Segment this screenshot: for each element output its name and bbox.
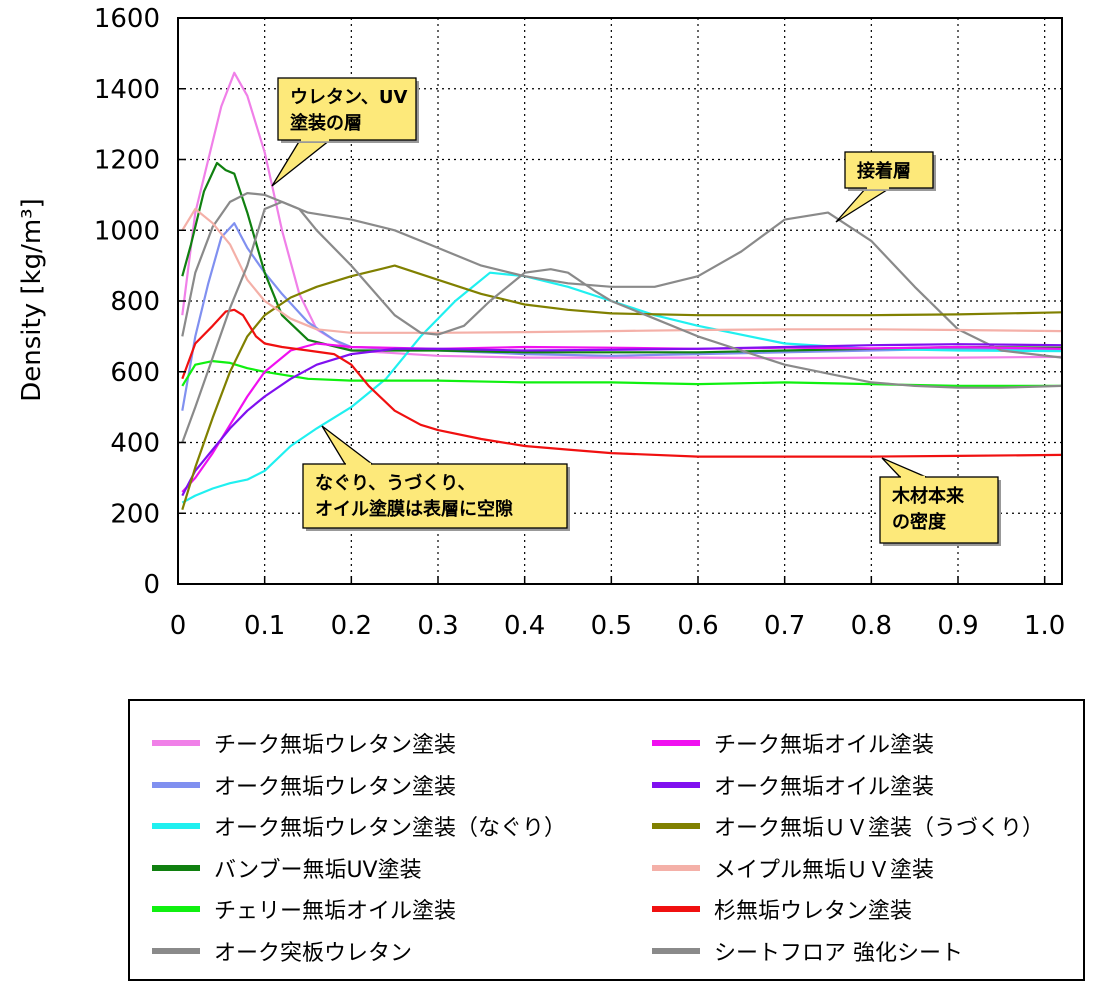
legend-swatch	[152, 906, 200, 912]
legend-label: チェリー無垢オイル塗装	[214, 899, 457, 924]
y-tick-label: 800	[110, 287, 160, 317]
legend-item: チーク無垢ウレタン塗装	[152, 725, 456, 761]
series-layer	[181, 71, 1063, 511]
series-line-4	[181, 161, 1063, 354]
callout-box	[302, 463, 568, 529]
callout-text: 接着層	[857, 160, 911, 182]
x-tick-label: 0.7	[764, 611, 805, 641]
x-tick-label: 1.0	[1024, 611, 1065, 641]
callout-text: ウレタン、UV	[290, 87, 408, 108]
series-line-12	[181, 200, 1063, 443]
legend-label: バンブー無垢UV塗装	[214, 857, 422, 883]
legend-label: オーク無垢オイル塗装	[714, 774, 935, 800]
series-line-11	[181, 308, 1063, 458]
y-tick-label: 1400	[94, 75, 160, 105]
density-chart: 0 0.1 0.2 0.3 0.4 0.5 0.6 0.7 0.8 0.9 1.0 0 200 400 60…	[17, 4, 1066, 641]
series-line-2	[181, 222, 1063, 411]
x-tick-label: 0.3	[417, 611, 458, 641]
x-tick-label: 0.5	[591, 611, 632, 641]
legend-label: オーク無垢ウレタン塗装	[214, 774, 457, 800]
annotation-callout-2: 接着層	[835, 151, 936, 223]
legend-swatch	[652, 740, 700, 746]
callout-pointer	[271, 139, 332, 187]
y-tick-label: 1200	[94, 146, 160, 176]
series-line-5	[181, 360, 1062, 387]
legend-label: シートフロア 強化シート	[714, 940, 963, 966]
x-tick-label: 0.9	[937, 611, 978, 641]
legend-label: チーク無垢オイル塗装	[714, 733, 935, 758]
y-tick-label: 1000	[94, 216, 160, 246]
callout-box	[879, 476, 999, 544]
callout-box	[844, 151, 934, 189]
legend-item: バンブー無垢UV塗装	[152, 850, 422, 886]
series-line-9	[181, 264, 1063, 511]
y-tick-label: 0	[143, 570, 160, 600]
x-tick-label: 0.1	[244, 611, 285, 641]
legend-label: オーク無垢ウレタン塗装（なぐり）	[214, 816, 567, 841]
callout-box	[277, 77, 417, 141]
legend-swatch	[152, 781, 200, 788]
callout-text: オイル塗膜は表層に空隙	[315, 498, 513, 520]
legend-label: 杉無垢ウレタン塗装	[714, 899, 913, 924]
legend-swatch	[652, 823, 700, 829]
legend-item: チーク無垢オイル塗装	[652, 725, 934, 761]
legend-item: シートフロア 強化シート	[652, 933, 963, 969]
callout-pointer	[835, 187, 893, 223]
callout-text: 塗装の層	[290, 112, 362, 134]
legend-swatch	[152, 823, 200, 829]
legend: チーク無垢ウレタン塗装 オーク無垢ウレタン塗装オーク無垢ウレタン塗装（なぐり） バン…	[128, 699, 1085, 981]
series-line-3	[181, 271, 1063, 504]
series-line-6	[181, 192, 1063, 359]
callout-text: なぐり、うづくり、	[315, 473, 476, 494]
legend-swatch	[652, 947, 700, 954]
axis-ticks: 0 0.1 0.2 0.3 0.4 0.5 0.6 0.7 0.8 0.9 1.0 0 200 400 60…	[94, 4, 1066, 641]
legend-item: オーク突板ウレタン	[152, 933, 412, 969]
callout-pointer	[321, 425, 374, 465]
legend-swatch	[652, 781, 700, 788]
series-line-8	[181, 343, 1063, 497]
annotation-callout-1: ウレタン、UV 塗装の層	[271, 77, 419, 187]
x-tick-label: 0.2	[331, 611, 372, 641]
legend-label: オーク無垢ＵＶ塗装（うづくり）	[714, 816, 1045, 841]
x-tick-label: 0.4	[504, 611, 545, 641]
legend-label: メイプル無垢ＵＶ塗装	[714, 857, 935, 883]
legend-item: メイプル無垢ＵＶ塗装	[652, 850, 934, 886]
legend-swatch	[152, 947, 200, 954]
legend-label: チーク無垢ウレタン塗装	[214, 733, 457, 758]
legend-label: オーク突板ウレタン	[214, 940, 413, 966]
y-tick-label: 1600	[94, 4, 160, 34]
x-tick-label: 0	[170, 611, 187, 641]
legend-item: 杉無垢ウレタン塗装	[652, 891, 912, 927]
legend-swatch	[652, 906, 700, 912]
annotations: ウレタン、UV塗装の層接着層なぐり、うづくり、オイル塗膜は表層に空隙木材本来の密…	[271, 77, 1001, 546]
legend-item: オーク無垢ウレタン塗装	[152, 767, 456, 803]
series-line-10	[181, 207, 1063, 334]
callout-pointer	[881, 457, 927, 478]
callout-text: の密度	[892, 511, 947, 533]
y-tick-label: 400	[110, 429, 160, 459]
legend-swatch	[152, 740, 200, 746]
x-tick-label: 0.6	[677, 611, 718, 641]
annotation-callout-3: なぐり、うづくり、オイル塗膜は表層に空隙	[302, 425, 570, 531]
y-tick-label: 600	[110, 358, 160, 388]
legend-swatch	[652, 864, 700, 871]
y-axis-label: Density [kg/m³]	[17, 198, 47, 401]
legend-item: オーク無垢オイル塗装	[652, 767, 934, 803]
legend-swatch	[152, 864, 200, 871]
x-tick-label: 0.8	[851, 611, 892, 641]
legend-item: チェリー無垢オイル塗装	[152, 891, 456, 927]
y-tick-label: 200	[110, 499, 160, 529]
legend-item: オーク無垢ウレタン塗装（なぐり）	[152, 808, 566, 844]
callout-text: 木材本来	[891, 485, 965, 507]
legend-item: オーク無垢ＵＶ塗装（うづくり）	[652, 808, 1044, 844]
